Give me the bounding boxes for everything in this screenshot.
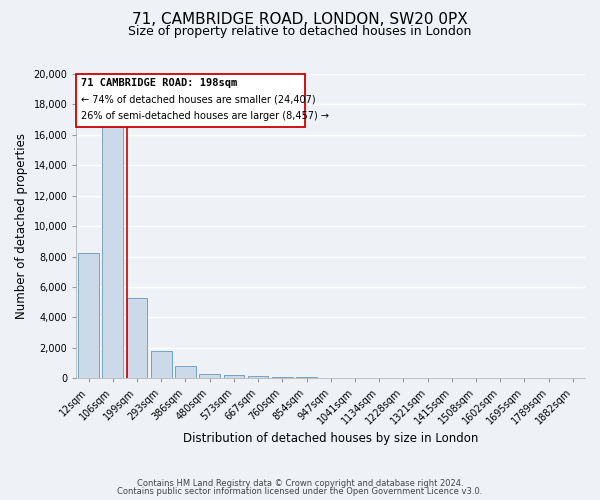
X-axis label: Distribution of detached houses by size in London: Distribution of detached houses by size … xyxy=(183,432,478,445)
Text: 71 CAMBRIDGE ROAD: 198sqm: 71 CAMBRIDGE ROAD: 198sqm xyxy=(81,78,238,88)
Bar xyxy=(272,376,293,378)
Text: 71, CAMBRIDGE ROAD, LONDON, SW20 0PX: 71, CAMBRIDGE ROAD, LONDON, SW20 0PX xyxy=(132,12,468,28)
Bar xyxy=(127,298,147,378)
Text: Size of property relative to detached houses in London: Size of property relative to detached ho… xyxy=(128,25,472,38)
Y-axis label: Number of detached properties: Number of detached properties xyxy=(15,133,28,319)
Bar xyxy=(248,376,268,378)
Bar xyxy=(296,376,317,378)
Text: Contains HM Land Registry data © Crown copyright and database right 2024.: Contains HM Land Registry data © Crown c… xyxy=(137,478,463,488)
Text: ← 74% of detached houses are smaller (24,407): ← 74% of detached houses are smaller (24… xyxy=(81,94,316,104)
Bar xyxy=(175,366,196,378)
Text: Contains public sector information licensed under the Open Government Licence v3: Contains public sector information licen… xyxy=(118,487,482,496)
Text: 26% of semi-detached houses are larger (8,457) →: 26% of semi-detached houses are larger (… xyxy=(81,112,329,122)
Bar xyxy=(199,374,220,378)
Bar xyxy=(78,254,99,378)
Bar xyxy=(103,127,123,378)
Bar xyxy=(151,351,172,378)
Bar xyxy=(224,375,244,378)
